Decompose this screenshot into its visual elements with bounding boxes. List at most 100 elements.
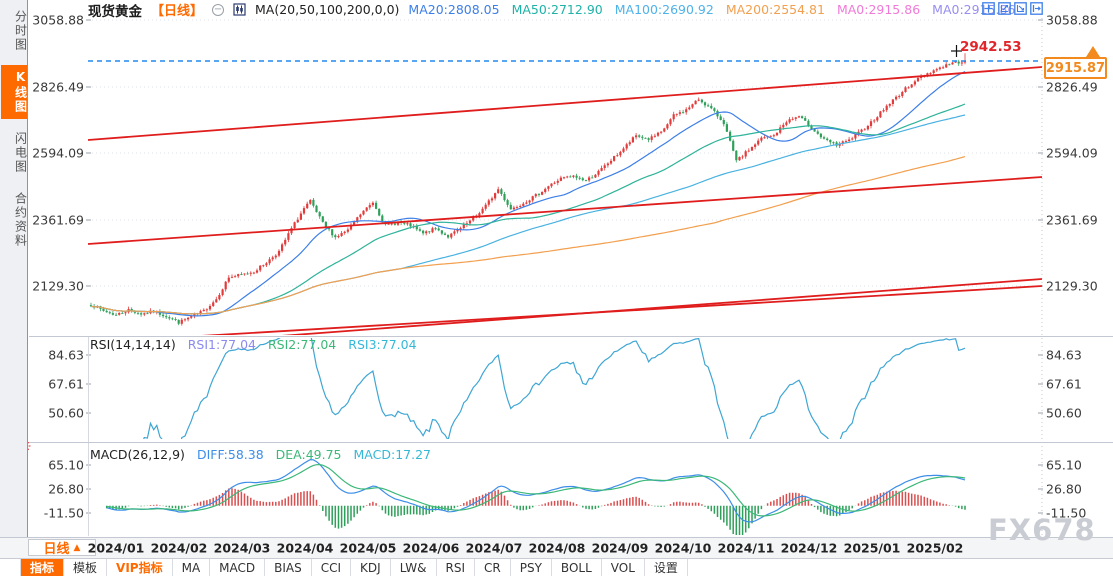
candlestick-series bbox=[88, 53, 1042, 335]
toolbar-item-PSY[interactable]: PSY bbox=[511, 559, 552, 576]
date-label-12: 2025/01 bbox=[843, 540, 901, 556]
chevron-up-icon: ▲ bbox=[73, 542, 81, 553]
time-axis-row bbox=[0, 537, 1113, 558]
date-label-3: 2024/04 bbox=[276, 540, 334, 556]
macd-axis-label-right-2: -11.50 bbox=[1046, 505, 1087, 521]
current-price-tag: 2915.87 bbox=[1044, 57, 1107, 79]
toolbar-item-BOLL[interactable]: BOLL bbox=[552, 559, 602, 576]
toolbar-item-CCI[interactable]: CCI bbox=[312, 559, 352, 576]
macd-axis-label-right-0: 65.10 bbox=[1046, 457, 1082, 473]
macd-title: MACD(26,12,9) bbox=[90, 447, 185, 462]
date-label-4: 2024/05 bbox=[339, 540, 397, 556]
period-tag: 【日线】 bbox=[151, 4, 204, 19]
toolbar-item-CR[interactable]: CR bbox=[475, 559, 511, 576]
toolbar-item-VOL[interactable]: VOL bbox=[602, 559, 645, 576]
rsi-axis-label-right-2: 50.60 bbox=[1046, 405, 1082, 421]
date-label-6: 2024/07 bbox=[465, 540, 523, 556]
pan-right-icon[interactable] bbox=[1030, 2, 1043, 15]
toolbar-item-VIP指标[interactable]: VIP指标 bbox=[107, 559, 173, 576]
date-label-5: 2024/06 bbox=[402, 540, 460, 556]
axis-zoom-in-icon[interactable] bbox=[998, 2, 1011, 15]
sidebar-item-3[interactable]: 合约资料 bbox=[13, 192, 28, 248]
date-label-13: 2025/02 bbox=[906, 540, 964, 556]
rsi-axis-label-left-0: 84.63 bbox=[48, 347, 84, 363]
price-axis-label-right-1: 2826.49 bbox=[1046, 79, 1098, 95]
rsi-axis-label-left-2: 50.60 bbox=[48, 405, 84, 421]
ma-legend-item-1: MA50:2712.90 bbox=[511, 2, 603, 17]
macd-axis-label-left-1: 26.80 bbox=[48, 481, 84, 497]
instrument-name: 现货黄金 bbox=[88, 3, 142, 20]
price-axis-label-right-4: 2129.30 bbox=[1046, 278, 1098, 294]
period-selector-button[interactable]: 日线 ▲ bbox=[28, 539, 96, 557]
chart-header: 现货黄金 【日线】 − MA(20,50,100,200,0,0) MA20:2… bbox=[88, 2, 1015, 20]
price-axis-label-right-0: 3058.88 bbox=[1046, 12, 1098, 28]
macd-legend-item-2: MACD:17.27 bbox=[353, 447, 431, 462]
price-axis-label-left-4: 2129.30 bbox=[32, 278, 84, 294]
macd-axis-label-left-2: -11.50 bbox=[43, 505, 84, 521]
macd-legend: DIFF:58.38 DEA:49.75 MACD:17.27 bbox=[197, 447, 431, 462]
chart-window-controls bbox=[982, 2, 1043, 15]
macd-series bbox=[105, 458, 966, 535]
ma-legend-item-4: MA0:2915.86 bbox=[836, 2, 921, 17]
toolbar-item-指标[interactable]: 指标 bbox=[21, 559, 65, 576]
ma-settings-label: MA(20,50,100,200,0,0) bbox=[255, 2, 400, 17]
date-label-7: 2024/08 bbox=[528, 540, 586, 556]
price-arrow-icon bbox=[1086, 46, 1100, 57]
rsi-legend: RSI1:77.04 RSI2:77.04 RSI3:77.04 bbox=[188, 337, 417, 352]
price-axis-label-left-3: 2361.69 bbox=[32, 212, 84, 228]
date-label-8: 2024/09 bbox=[591, 540, 649, 556]
axis-zoom-out-icon[interactable] bbox=[1014, 2, 1027, 15]
toolbar-lead-cell bbox=[0, 559, 21, 576]
price-axis-label-left-2: 2594.09 bbox=[32, 145, 84, 161]
period-selector-label: 日线 bbox=[43, 542, 70, 557]
kline-icon bbox=[233, 3, 246, 16]
date-label-10: 2024/11 bbox=[717, 540, 775, 556]
date-label-0: 2024/01 bbox=[87, 540, 145, 556]
high-marker-cross bbox=[951, 45, 962, 57]
macd-legend-item-0: DIFF:58.38 bbox=[196, 447, 264, 462]
toolbar-item-RSI[interactable]: RSI bbox=[437, 559, 476, 576]
price-axis-label-left-1: 2826.49 bbox=[32, 79, 84, 95]
rsi-legend-item-0: RSI1:77.04 bbox=[187, 337, 256, 352]
toolbar-item-KDJ[interactable]: KDJ bbox=[351, 559, 391, 576]
ma-legend: MA20:2808.05 MA50:2712.90 MA100:2690.92 MA2… bbox=[408, 2, 1015, 17]
rsi-axis-label-left-1: 67.61 bbox=[48, 376, 84, 392]
toolbar-item-模板[interactable]: 模板 bbox=[64, 559, 108, 576]
sidebar-item-2[interactable]: 闪电图 bbox=[13, 132, 28, 174]
sidebar-item-1[interactable]: K线图 bbox=[0, 65, 28, 119]
rsi-legend-item-2: RSI3:77.04 bbox=[348, 337, 417, 352]
ma-legend-item-3: MA200:2554.81 bbox=[725, 2, 825, 17]
macd-legend-item-1: DEA:49.75 bbox=[275, 447, 342, 462]
price-axis-label-right-3: 2361.69 bbox=[1046, 212, 1098, 228]
fx678-watermark: FX678 bbox=[988, 513, 1096, 547]
session-high-label: 2942.53 bbox=[960, 39, 1022, 55]
toolbar-item-MACD[interactable]: MACD bbox=[210, 559, 266, 576]
ma-legend-item-2: MA100:2690.92 bbox=[614, 2, 714, 17]
date-label-2: 2024/03 bbox=[213, 540, 271, 556]
macd-axis-label-right-1: 26.80 bbox=[1046, 481, 1082, 497]
price-axis-label-left-0: 3058.88 bbox=[32, 12, 84, 28]
crosshair-icon[interactable] bbox=[982, 2, 995, 15]
rsi-pane-header: RSI(14,14,14) RSI1:77.04 RSI2:77.04 RSI3:7… bbox=[90, 337, 417, 352]
macd-axis-label-left-0: 65.10 bbox=[48, 457, 84, 473]
toolbar-item-MA[interactable]: MA bbox=[173, 559, 211, 576]
rsi-series bbox=[143, 338, 966, 439]
collapse-header-icon[interactable]: − bbox=[212, 3, 225, 16]
rsi-title: RSI(14,14,14) bbox=[90, 337, 176, 352]
toolbar-item-设置[interactable]: 设置 bbox=[645, 559, 688, 576]
rsi-axis-label-right-1: 67.61 bbox=[1046, 376, 1082, 392]
indicator-toolbar: 指标 模板 VIP指标 MA MACD BIAS CCI KDJ LW& RSI CR PSY BOLL… bbox=[0, 558, 1113, 576]
rsi-legend-item-1: RSI2:77.04 bbox=[268, 337, 337, 352]
rsi-axis-label-right-0: 84.63 bbox=[1046, 347, 1082, 363]
toolbar-item-LW&[interactable]: LW& bbox=[391, 559, 437, 576]
ma-legend-item-0: MA20:2808.05 bbox=[408, 2, 500, 17]
macd-pane-header: MACD(26,12,9) DIFF:58.38 DEA:49.75 MACD:17… bbox=[90, 447, 431, 462]
sidebar-item-0[interactable]: 分时图 bbox=[13, 10, 28, 52]
date-label-9: 2024/10 bbox=[654, 540, 712, 556]
left-nav-sidebar: 分时图 K线图闪电图合约资料 bbox=[0, 0, 28, 537]
toolbar-item-BIAS[interactable]: BIAS bbox=[265, 559, 312, 576]
date-label-11: 2024/12 bbox=[780, 540, 838, 556]
date-label-1: 2024/02 bbox=[150, 540, 208, 556]
